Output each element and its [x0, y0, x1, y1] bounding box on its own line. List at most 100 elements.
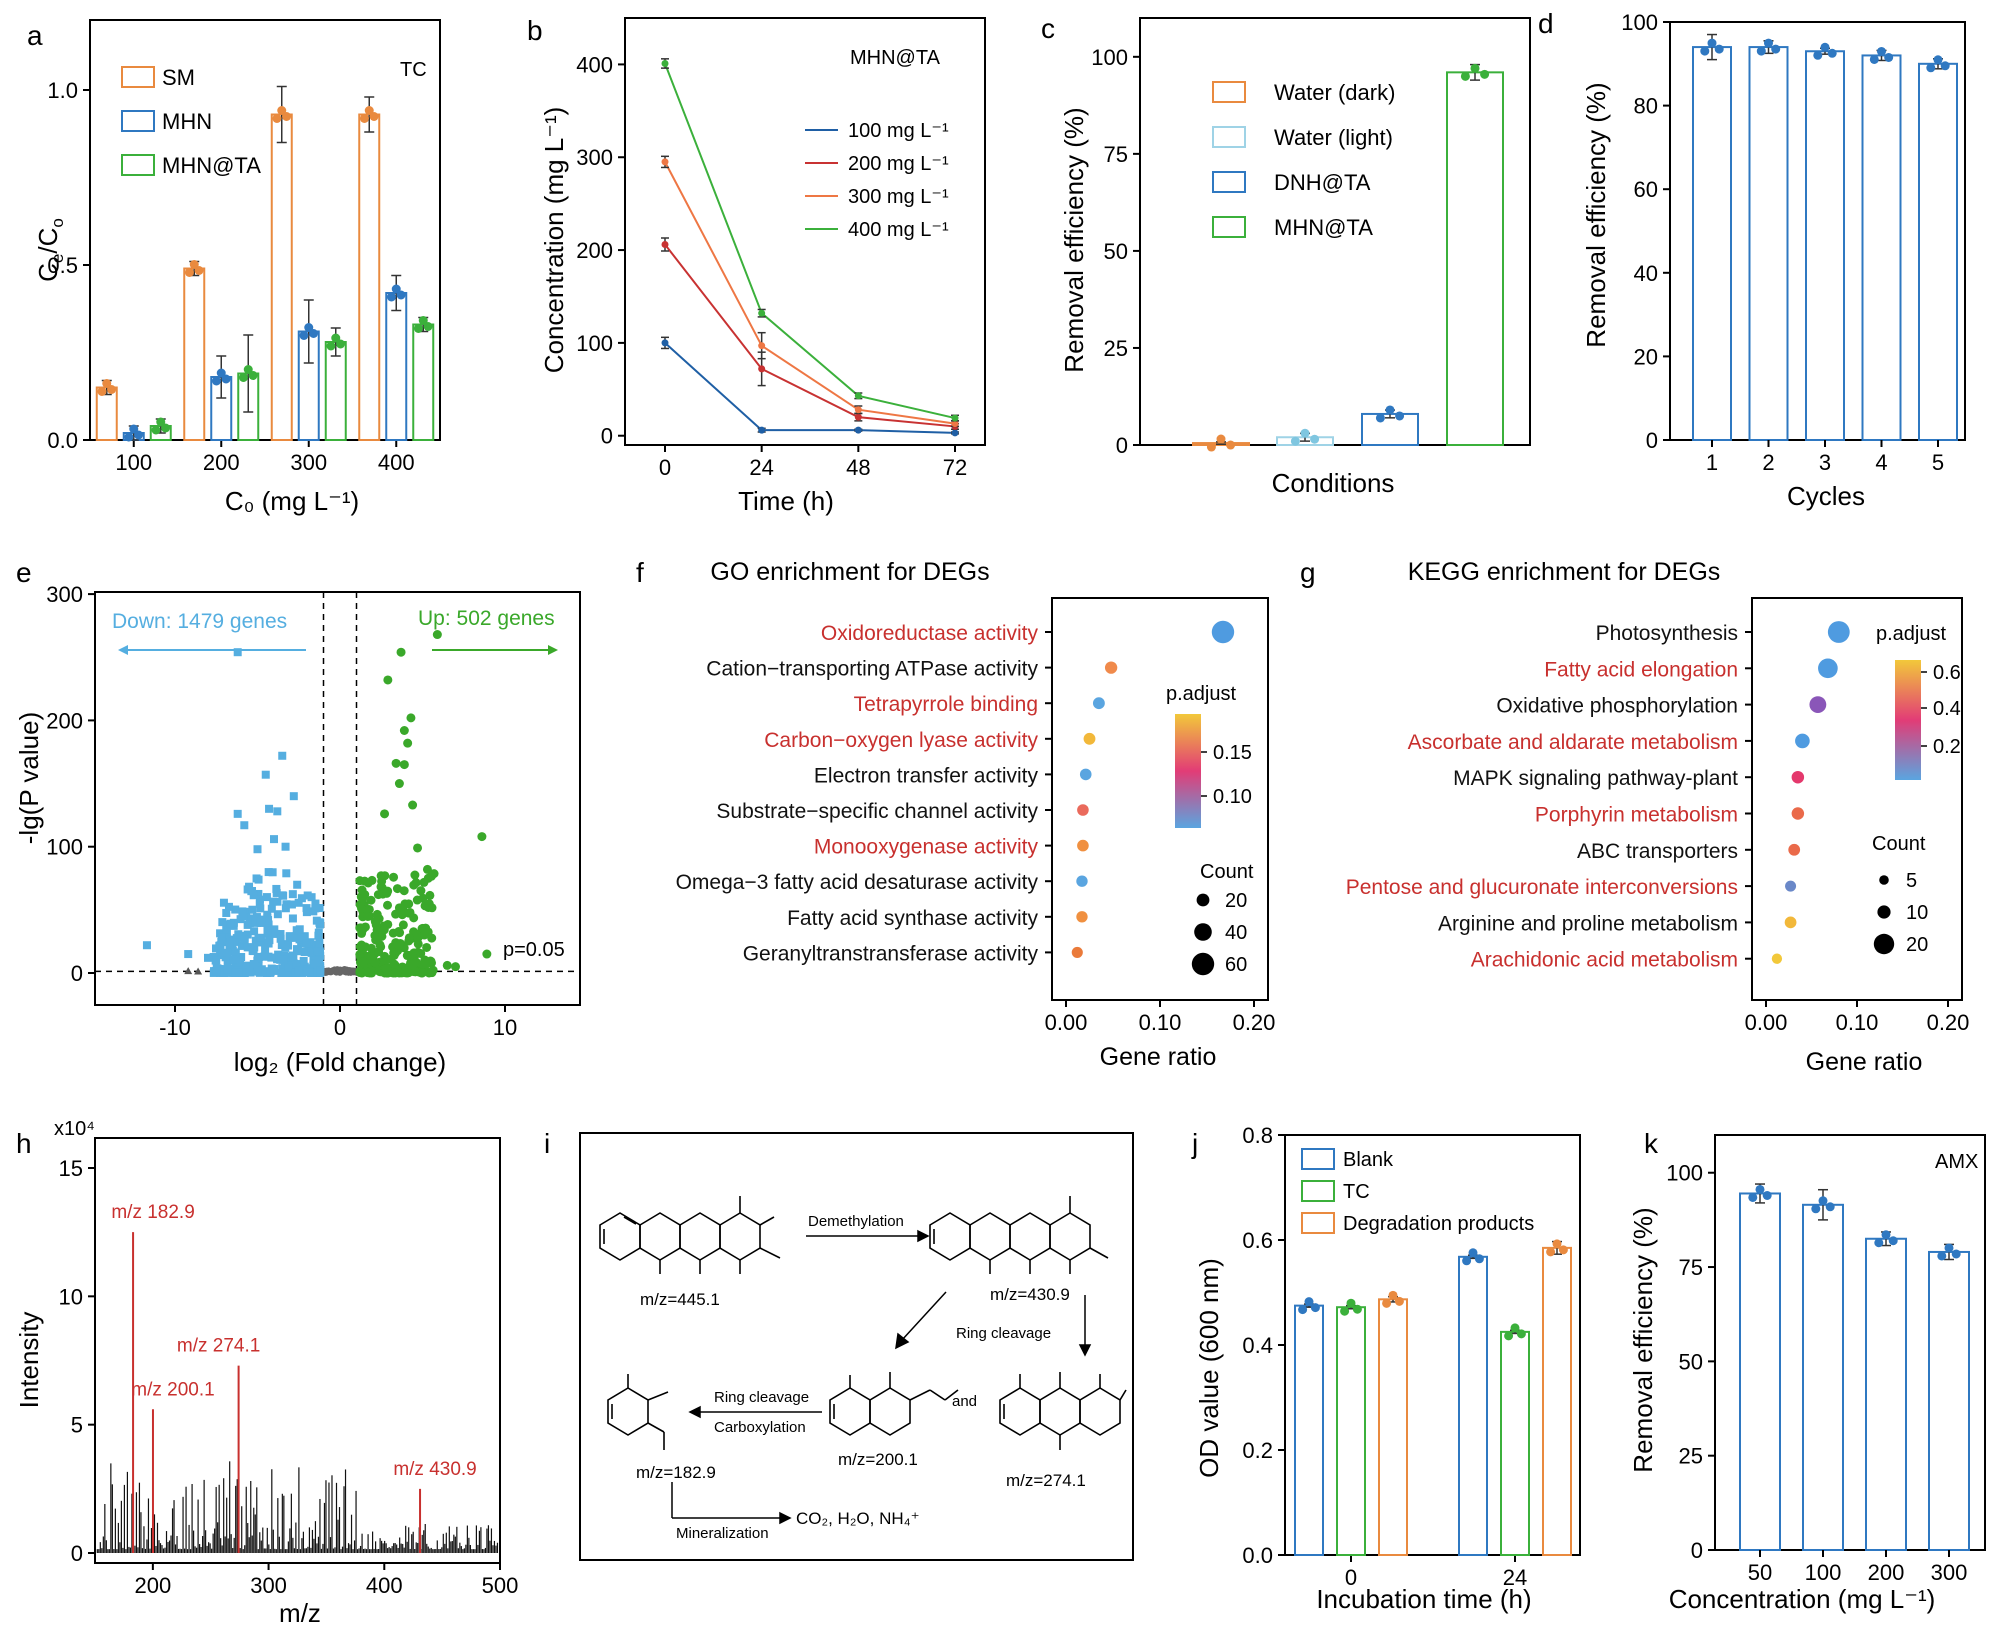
- y-tick-label: 20: [1634, 344, 1658, 369]
- molecule-445: [599, 1196, 781, 1274]
- replicate-point: [396, 290, 406, 300]
- enrichment-dot: [1784, 916, 1797, 929]
- y-label-c: C: [33, 263, 63, 282]
- legend-label: 400 mg L⁻¹: [848, 219, 949, 241]
- down-gene-point: [302, 939, 311, 948]
- y-axis-label: Intensity: [14, 1312, 44, 1409]
- bar: [1542, 1246, 1572, 1556]
- down-gene-point: [243, 943, 252, 952]
- down-gene-point: [307, 893, 316, 902]
- bar: [1739, 1192, 1781, 1552]
- legend-label: DNH@TA: [1274, 170, 1371, 195]
- label-m274: m/z=274.1: [1006, 1471, 1086, 1490]
- threshold-label: p=0.05: [503, 939, 565, 961]
- x-axis-label: Gene ratio: [1806, 1048, 1923, 1076]
- down-gene-point: [269, 897, 278, 906]
- legend-swatch: [1212, 81, 1246, 103]
- up-gene-point: [410, 870, 420, 880]
- x-tick-label: 400: [366, 1573, 403, 1598]
- legend-swatch: [1212, 171, 1246, 193]
- y-tick-label: 100: [46, 835, 83, 860]
- replicate-point: [1700, 46, 1710, 56]
- annotation-amx: AMX: [1935, 1151, 1978, 1173]
- series-point: [758, 309, 766, 317]
- scale-label: x10⁴: [54, 1118, 95, 1140]
- series-point: [951, 420, 959, 428]
- up-gene-point: [388, 928, 398, 938]
- down-genes-label: Down: 1479 genes: [112, 610, 287, 633]
- up-gene-point: [398, 920, 408, 930]
- replicate-point: [277, 106, 287, 115]
- down-gene-point: [221, 953, 230, 962]
- down-gene-point: [216, 929, 225, 938]
- replicate-point: [1881, 1230, 1891, 1240]
- enrichment-dot: [1818, 658, 1838, 679]
- legend-swatch: [1212, 126, 1246, 148]
- down-gene-point: [272, 884, 281, 893]
- down-gene-point: [263, 926, 272, 935]
- down-gene-point: [281, 904, 290, 913]
- chart-title: KEGG enrichment for DEGs: [1408, 558, 1721, 586]
- legend-label: MHN: [162, 109, 212, 134]
- up-gene-point: [394, 779, 404, 789]
- replicate-point: [1827, 48, 1837, 58]
- pathway-frame: [579, 1132, 1134, 1561]
- down-gene-point: [229, 955, 238, 964]
- colorbar: [1895, 660, 1921, 780]
- panel-b-line-chart: Concentration (mg L⁻¹) Time (h) MHN@TA 0…: [539, 17, 986, 516]
- size-legend-label: 20: [1225, 890, 1247, 912]
- replicate-point: [1764, 38, 1773, 48]
- replicate-point: [1926, 63, 1936, 73]
- x-tick-label: 100: [1805, 1560, 1842, 1585]
- replicate-point: [391, 284, 401, 294]
- replicate-point: [282, 112, 292, 121]
- label-ring-cleavage-1: Ring cleavage: [956, 1325, 1051, 1342]
- down-gene-point: [215, 941, 224, 950]
- down-gene-point: [239, 912, 248, 921]
- down-gene-point: [234, 930, 243, 939]
- down-gene-point: [250, 927, 259, 936]
- size-legend-dot: [1191, 952, 1215, 976]
- x-tick-label: 400: [378, 450, 415, 475]
- up-gene-point: [370, 958, 380, 968]
- replicate-point: [107, 385, 117, 394]
- up-gene-point: [381, 964, 391, 974]
- enrichment-dot: [1785, 880, 1797, 892]
- legend-label: MHN@TA: [162, 153, 261, 178]
- y-tick-label: 0.0: [1242, 1543, 1273, 1568]
- down-gene-point: [234, 958, 243, 967]
- y-tick-label: 50: [1104, 239, 1128, 264]
- replicate-point: [336, 339, 346, 349]
- up-gene-point: [383, 675, 393, 685]
- up-gene-point: [389, 959, 399, 969]
- down-gene-point: [226, 937, 235, 946]
- replicate-point: [1504, 1331, 1514, 1341]
- up-gene-point: [363, 968, 373, 978]
- up-gene-point: [399, 726, 409, 736]
- series-point: [951, 414, 959, 422]
- down-gene-point: [256, 938, 265, 947]
- up-gene-point: [382, 888, 392, 898]
- replicate-point: [124, 432, 134, 442]
- down-gene-point: [264, 920, 273, 929]
- replicate-point: [1462, 1256, 1472, 1266]
- panel-letter-h: h: [16, 1128, 32, 1159]
- panel-letter-i: i: [544, 1128, 550, 1159]
- x-tick-label: 50: [1748, 1560, 1772, 1585]
- up-gene-point: [390, 968, 400, 978]
- y-tick-label: 0.6: [1242, 1228, 1273, 1253]
- up-gene-point: [451, 962, 460, 972]
- replicate-point: [1226, 440, 1236, 450]
- down-gene-point: [315, 918, 324, 927]
- x-tick-label: 0.10: [1139, 1010, 1182, 1035]
- down-gene-point: [262, 893, 271, 902]
- replicate-point: [243, 365, 253, 374]
- down-gene-point: [294, 898, 303, 907]
- series-point: [661, 339, 669, 347]
- ns-gene-point: [184, 967, 193, 975]
- replicate-point: [1951, 1249, 1961, 1259]
- up-gene-point: [355, 876, 365, 886]
- up-gene-point: [408, 800, 418, 810]
- down-gene-point: [231, 905, 240, 914]
- legend-label: TC: [1343, 1181, 1370, 1203]
